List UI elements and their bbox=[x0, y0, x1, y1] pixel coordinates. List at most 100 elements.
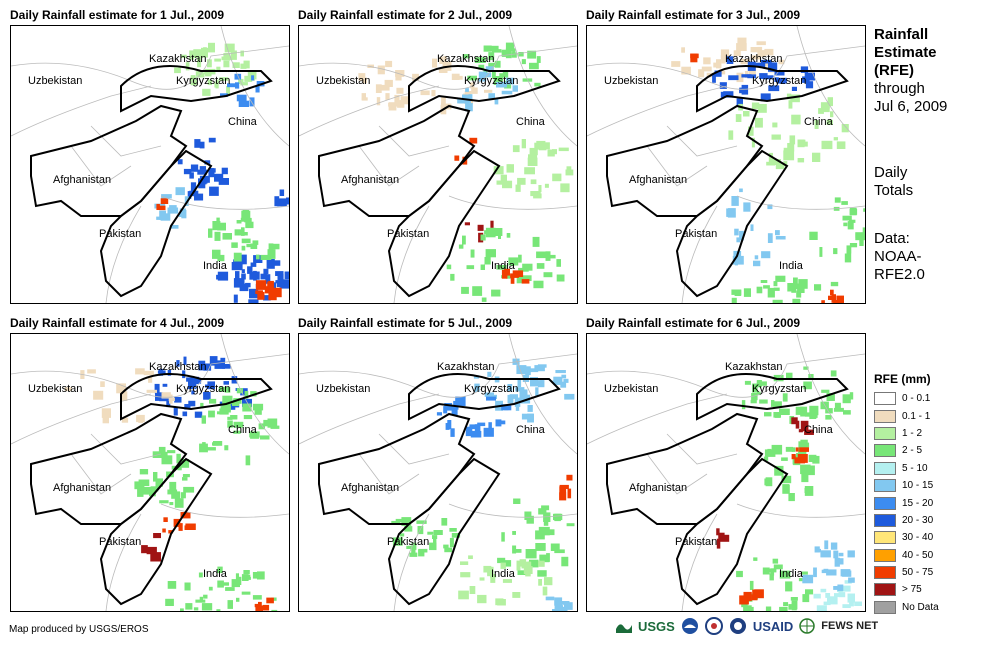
map-label-china: China bbox=[228, 424, 257, 436]
legend-title: RFE (mm) bbox=[874, 372, 931, 386]
usgs-wave-icon bbox=[616, 624, 632, 633]
map-label-pakistan: Pakistan bbox=[99, 228, 142, 240]
legend-item: 1 - 2 bbox=[874, 425, 939, 442]
legend-item: 2 - 5 bbox=[874, 442, 939, 459]
map-title: Daily Rainfall estimate for 4 Jul., 2009 bbox=[10, 316, 225, 330]
rainfall-map bbox=[299, 26, 577, 303]
map-label-pakistan: Pakistan bbox=[675, 536, 718, 548]
legend-label: 30 - 40 bbox=[902, 532, 934, 544]
map-label-kyrgyzstan: Kyrgyzstan bbox=[752, 383, 807, 395]
rainfall-map bbox=[587, 26, 865, 303]
info-heading-3: (RFE) bbox=[874, 62, 914, 79]
map-label-kazakhstan: Kazakhstan bbox=[149, 361, 207, 373]
legend-swatch bbox=[874, 566, 896, 580]
map-label-kyrgyzstan: Kyrgyzstan bbox=[176, 383, 231, 395]
map-label-uzbekistan: Uzbekistan bbox=[28, 75, 83, 87]
usaid-seal-icon bbox=[729, 618, 746, 634]
map-label-kazakhstan: Kazakhstan bbox=[725, 361, 783, 373]
map-frame: Kazakhstan Kyrgyzstan Uzbekistan China Afgha… bbox=[10, 25, 290, 304]
rainfall-map bbox=[11, 334, 289, 611]
map-title: Daily Rainfall estimate for 6 Jul., 2009 bbox=[586, 316, 801, 330]
rainfall-cells bbox=[154, 42, 289, 303]
legend-swatch bbox=[874, 531, 896, 545]
commerce-seal-icon bbox=[704, 617, 723, 635]
map-label-pakistan: Pakistan bbox=[99, 536, 142, 548]
legend-swatch bbox=[874, 496, 896, 510]
legend-item: 20 - 30 bbox=[874, 512, 939, 529]
map-label-uzbekistan: Uzbekistan bbox=[604, 75, 659, 87]
map-label-kazakhstan: Kazakhstan bbox=[437, 53, 495, 65]
rainfall-cells bbox=[64, 356, 280, 611]
map-label-kyrgyzstan: Kyrgyzstan bbox=[464, 75, 519, 87]
legend-swatch bbox=[874, 583, 896, 597]
map-label-kazakhstan: Kazakhstan bbox=[149, 53, 207, 65]
legend-label: 0 - 0.1 bbox=[902, 393, 931, 405]
legend-label: No Data bbox=[902, 601, 939, 613]
map-label-kazakhstan: Kazakhstan bbox=[437, 361, 495, 373]
map-frame: Kazakhstan Kyrgyzstan Uzbekistan China Afgha… bbox=[10, 333, 290, 612]
map-panel-6: Daily Rainfall estimate for 6 Jul., 2009… bbox=[586, 316, 866, 616]
map-label-kazakhstan: Kazakhstan bbox=[725, 53, 783, 65]
map-label-china: China bbox=[804, 424, 833, 436]
map-label-afghanistan: Afghanistan bbox=[53, 482, 112, 494]
info-date: Jul 6, 2009 bbox=[874, 98, 948, 115]
rainfall-map bbox=[11, 26, 289, 303]
map-label-uzbekistan: Uzbekistan bbox=[316, 383, 371, 395]
map-panel-5: Daily Rainfall estimate for 5 Jul., 2009… bbox=[298, 316, 578, 616]
map-label-kyrgyzstan: Kyrgyzstan bbox=[464, 383, 519, 395]
map-label-india: India bbox=[779, 568, 803, 580]
info-data: Data: bbox=[874, 230, 910, 247]
rainfall-map bbox=[587, 334, 865, 611]
legend-label: > 75 bbox=[902, 584, 922, 596]
usgs-logo: USGS bbox=[638, 618, 675, 634]
map-label-india: India bbox=[491, 568, 515, 580]
map-label-pakistan: Pakistan bbox=[675, 228, 718, 240]
legend-swatch bbox=[874, 461, 896, 475]
map-title: Daily Rainfall estimate for 1 Jul., 2009 bbox=[10, 8, 225, 22]
legend-item: 15 - 20 bbox=[874, 494, 939, 511]
legend-swatch bbox=[874, 392, 896, 406]
legend-swatch bbox=[874, 479, 896, 493]
map-label-afghanistan: Afghanistan bbox=[53, 174, 112, 186]
usaid-logo: USAID bbox=[752, 618, 794, 634]
legend-label: 15 - 20 bbox=[902, 497, 934, 509]
noaa-logo-icon bbox=[681, 618, 698, 634]
map-label-india: India bbox=[491, 260, 515, 272]
info-source-2: RFE2.0 bbox=[874, 266, 925, 283]
map-title: Daily Rainfall estimate for 2 Jul., 2009 bbox=[298, 8, 513, 22]
map-label-india: India bbox=[203, 568, 227, 580]
map-label-uzbekistan: Uzbekistan bbox=[28, 383, 83, 395]
map-panel-1: Daily Rainfall estimate for 1 Jul., 2009… bbox=[10, 8, 290, 308]
map-label-afghanistan: Afghanistan bbox=[341, 482, 400, 494]
legend: RFE (mm) 0 - 0.1 0.1 - 1 1 - 2 2 - 5 5 - 10 1… bbox=[874, 372, 939, 616]
map-label-pakistan: Pakistan bbox=[387, 228, 430, 240]
map-label-kyrgyzstan: Kyrgyzstan bbox=[752, 75, 807, 87]
info-heading-1: Rainfall bbox=[874, 26, 929, 43]
rainfall-map bbox=[299, 334, 577, 611]
logo-bar: USGS USAID FEWS NET bbox=[616, 617, 878, 635]
map-label-china: China bbox=[804, 116, 833, 128]
legend-item: 10 - 15 bbox=[874, 477, 939, 494]
info-through: through bbox=[874, 80, 925, 97]
legend-swatch bbox=[874, 409, 896, 423]
legend-item: 50 - 75 bbox=[874, 564, 939, 581]
map-label-uzbekistan: Uzbekistan bbox=[316, 75, 371, 87]
map-panel-2: Daily Rainfall estimate for 2 Jul., 2009… bbox=[298, 8, 578, 308]
map-label-afghanistan: Afghanistan bbox=[629, 482, 688, 494]
legend-item: 40 - 50 bbox=[874, 547, 939, 564]
legend-swatch bbox=[874, 444, 896, 458]
legend-label: 2 - 5 bbox=[902, 445, 923, 457]
info-heading-2: Estimate bbox=[874, 44, 937, 61]
map-frame: Kazakhstan Kyrgyzstan Uzbekistan China Afgha… bbox=[586, 333, 866, 612]
legend-label: 0.1 - 1 bbox=[902, 410, 931, 422]
fews-logo: FEWS NET bbox=[821, 620, 879, 632]
legend-label: 1 - 2 bbox=[902, 427, 923, 439]
legend-item: No Data bbox=[874, 599, 939, 616]
map-panel-3: Daily Rainfall estimate for 3 Jul., 2009… bbox=[586, 8, 866, 308]
legend-label: 20 - 30 bbox=[902, 514, 934, 526]
map-title: Daily Rainfall estimate for 3 Jul., 2009 bbox=[586, 8, 801, 22]
legend-item: 0 - 0.1 bbox=[874, 390, 939, 407]
map-info: Rainfall Estimate (RFE) through Jul 6, 2… bbox=[874, 26, 979, 284]
legend-swatch bbox=[874, 513, 896, 527]
legend-item: > 75 bbox=[874, 581, 939, 598]
